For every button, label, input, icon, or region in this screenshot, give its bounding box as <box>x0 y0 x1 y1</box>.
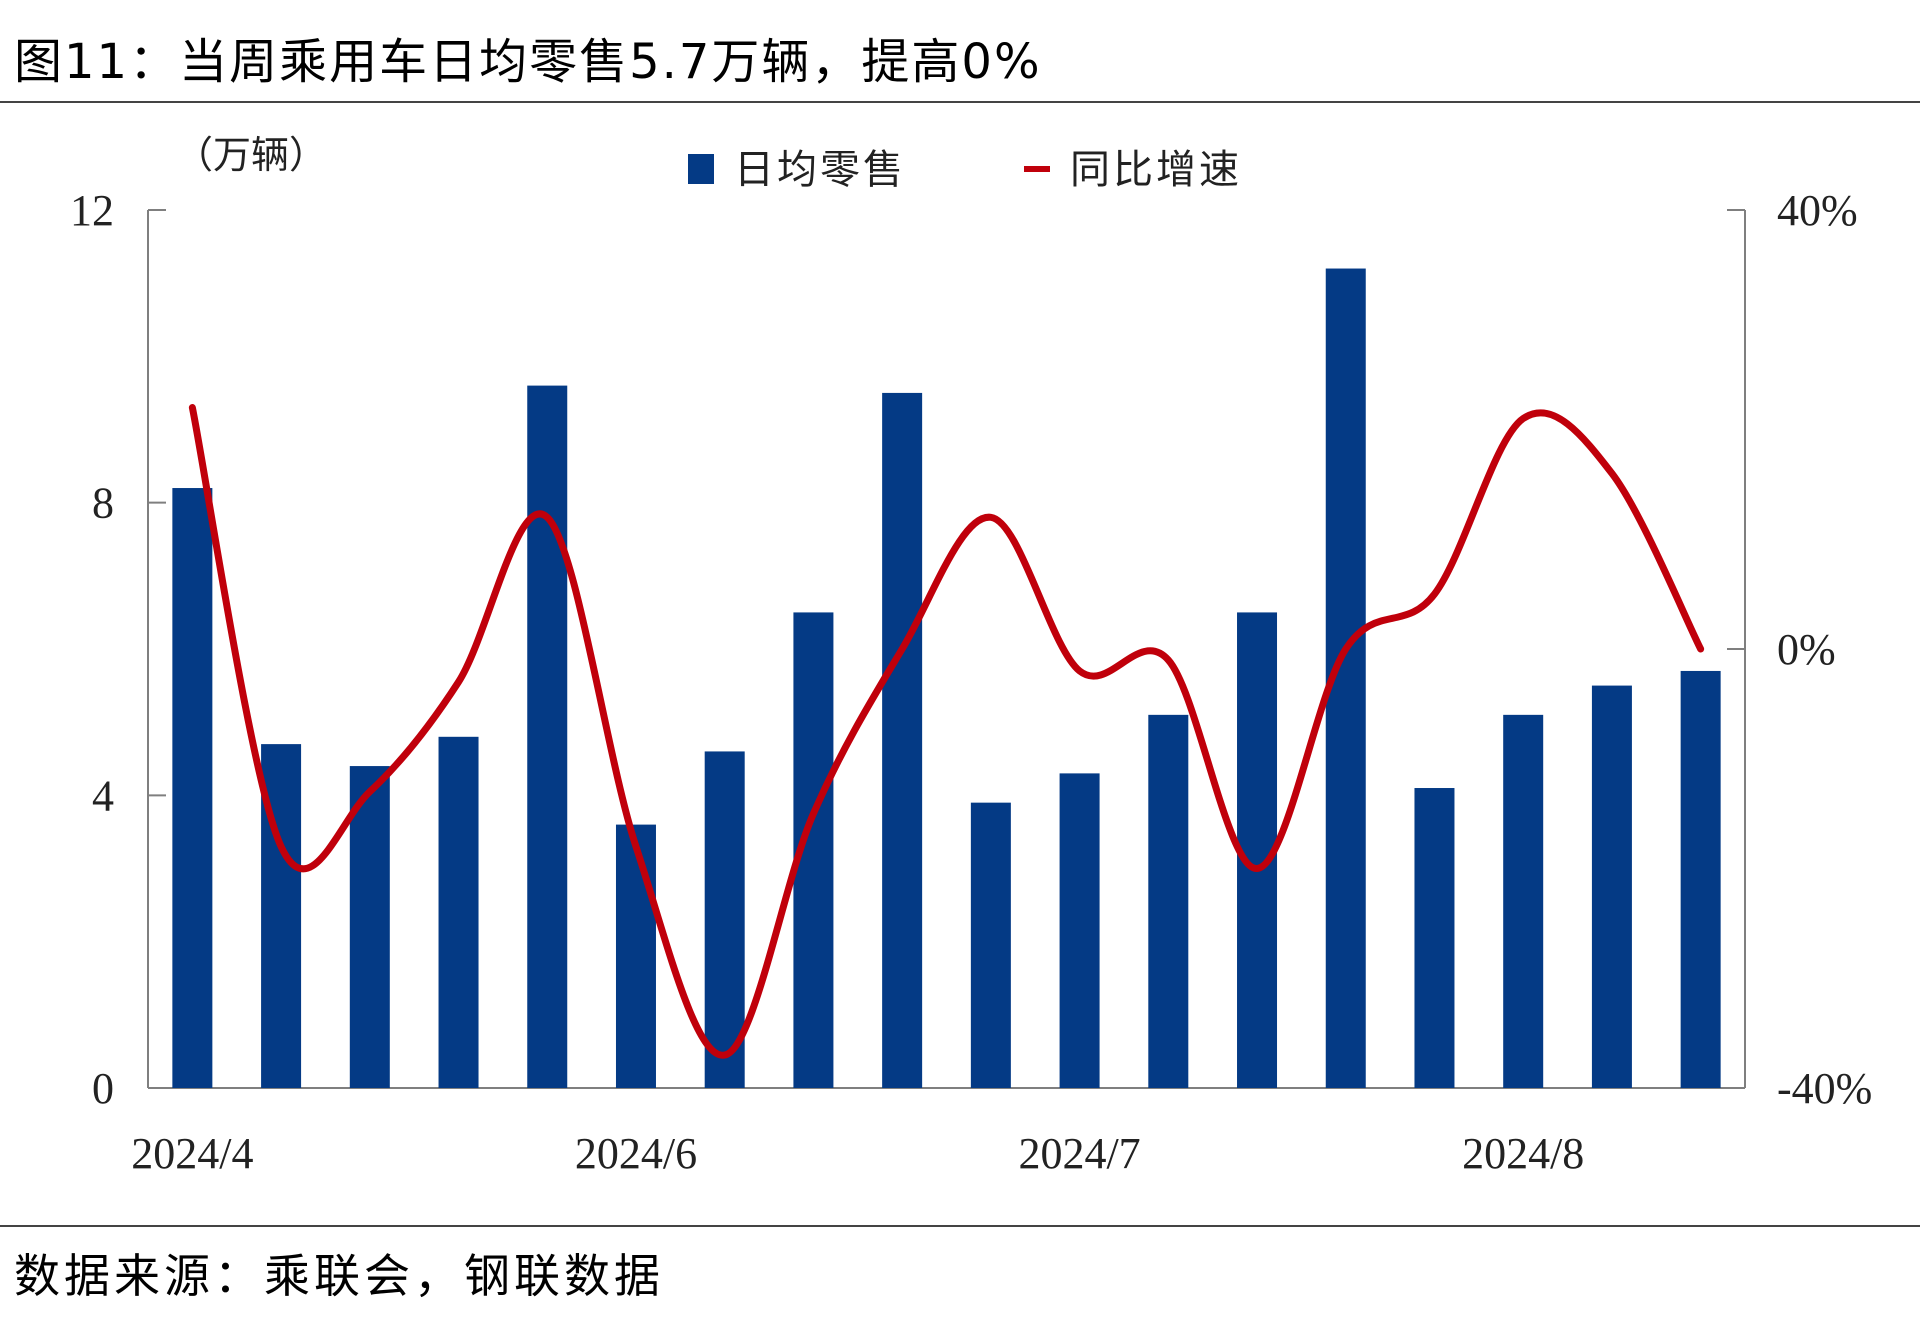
bar <box>615 824 656 1088</box>
source-note: 数据来源：乘联会，钢联数据 <box>14 1249 664 1303</box>
x-tick-label: 2024/7 <box>1018 1129 1140 1178</box>
bar <box>1414 788 1455 1088</box>
axes <box>147 209 1746 1089</box>
left-tick-label: 12 <box>70 186 114 235</box>
bar <box>527 385 568 1089</box>
right-tick-label: 40% <box>1777 186 1858 235</box>
bar <box>1059 773 1100 1088</box>
bar <box>349 766 390 1088</box>
bar <box>1503 714 1544 1088</box>
chart-title: 图11：当周乘用车日均零售5.7万辆，提高0% <box>14 34 1042 90</box>
bar <box>1591 685 1632 1088</box>
left-tick-label: 0 <box>92 1064 114 1113</box>
left-unit-label: （万辆） <box>175 133 327 177</box>
left-tick-label: 8 <box>92 479 114 528</box>
right-tick-label: -40% <box>1777 1064 1872 1113</box>
bar <box>1680 670 1721 1088</box>
bottom-divider <box>0 1225 1920 1227</box>
bar <box>882 392 923 1089</box>
bar <box>172 488 213 1088</box>
chart: 0 4 8 12 -40% 0% 40% 2024/4 2024/6 2024/7 2024/8 （… <box>70 133 1872 1178</box>
bar <box>438 736 479 1088</box>
bar-series <box>172 268 1721 1089</box>
legend-line-label: 同比增速 <box>1070 147 1242 193</box>
legend: （万辆） 日均零售 同比增速 <box>175 133 1242 193</box>
tick-labels: 0 4 8 12 -40% 0% 40% 2024/4 2024/6 2024/7 2024/8 <box>70 186 1872 1178</box>
x-tick-label: 2024/6 <box>575 1129 697 1178</box>
legend-bar-swatch <box>688 154 714 184</box>
x-tick-label: 2024/8 <box>1462 1129 1584 1178</box>
left-tick-label: 4 <box>92 771 114 820</box>
yoy-line <box>188 404 1705 1059</box>
bar <box>704 751 745 1088</box>
x-tick-label: 2024/4 <box>131 1129 253 1178</box>
top-divider <box>0 101 1920 103</box>
line-series <box>188 404 1705 1059</box>
bar <box>1148 714 1189 1088</box>
legend-bar-label: 日均零售 <box>734 147 906 193</box>
bar <box>970 802 1011 1088</box>
right-tick-label: 0% <box>1777 625 1836 674</box>
bar <box>1237 612 1278 1088</box>
